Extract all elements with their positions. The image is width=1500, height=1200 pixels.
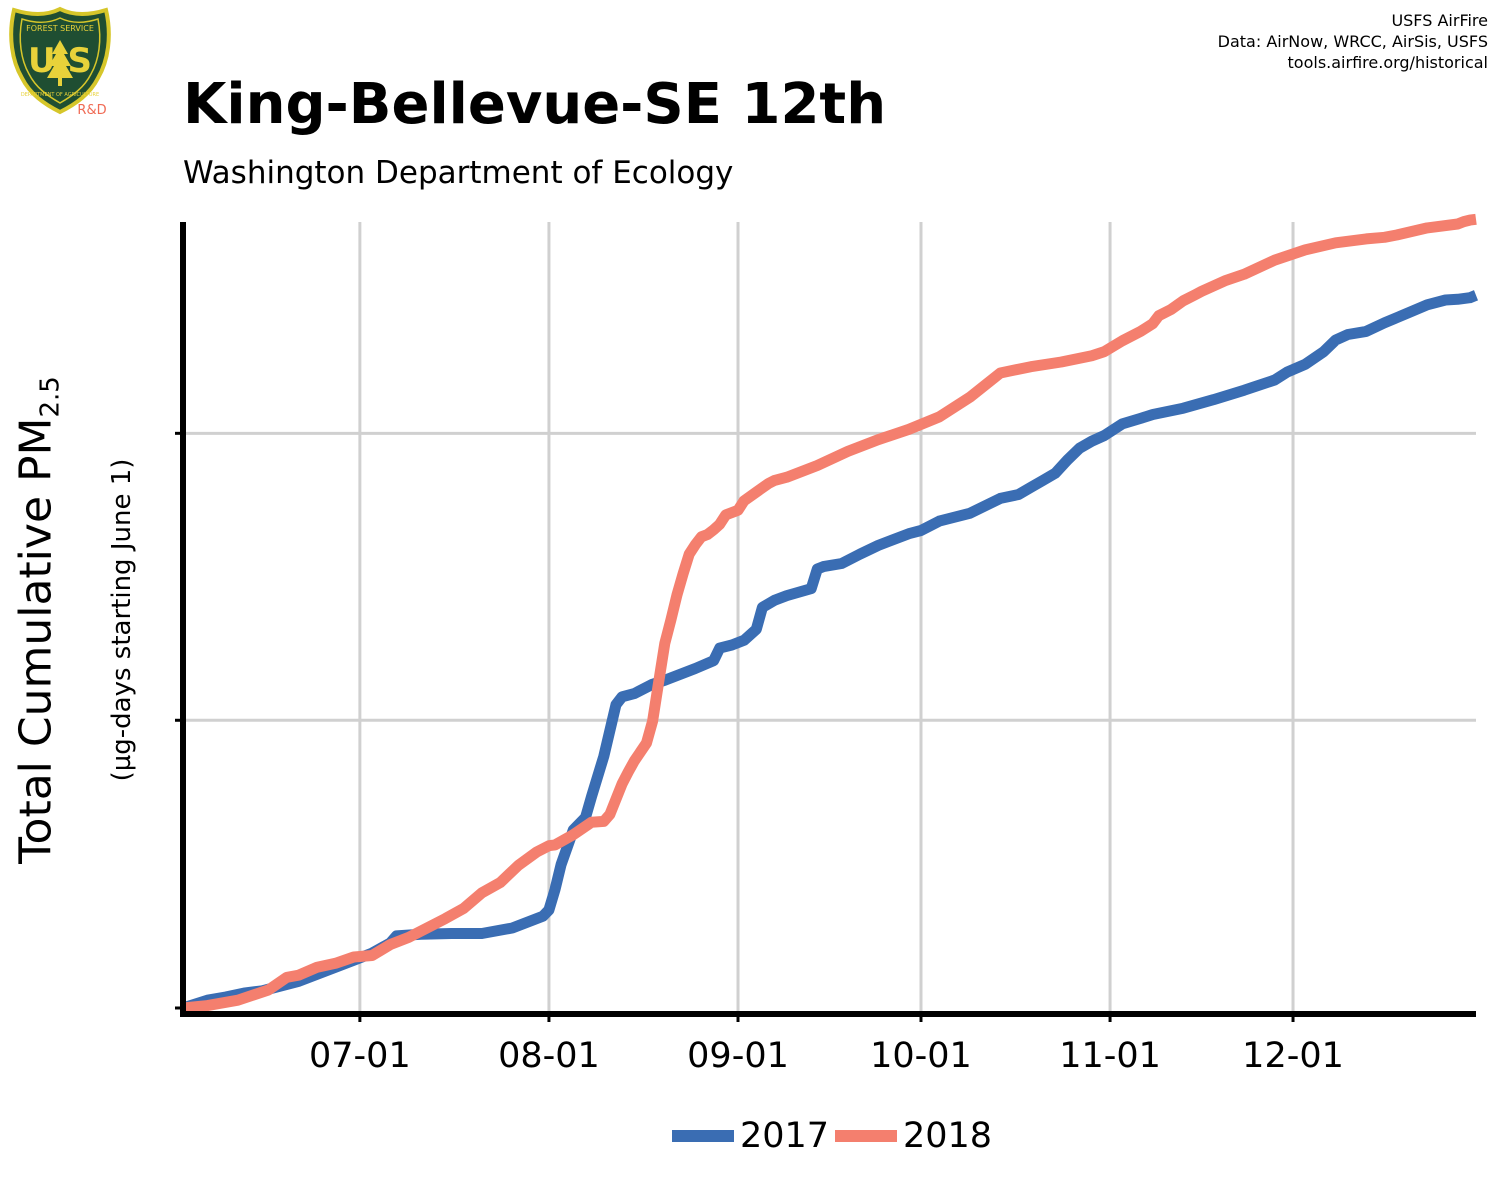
x-tick-label: 07-01 [309,1036,411,1076]
legend-swatch-2018 [835,1130,897,1142]
x-tick-label: 08-01 [498,1036,600,1076]
x-tick-label: 09-01 [687,1036,789,1076]
usda-forest-service-logo: U S FOREST SERVICE DEPARTMENT OF AGRICUL… [9,6,111,118]
credits: USFS AirFire Data: AirNow, WRCC, AirSis,… [1218,10,1488,73]
x-tick-label: 12-01 [1242,1036,1344,1076]
legend-label: 2018 [903,1116,993,1156]
legend-item-2017: 2017 [672,1112,829,1160]
logo-bottom-text: DEPARTMENT OF AGRICULTURE [21,92,99,98]
legend-swatch-2017 [672,1130,734,1142]
legend-item-2018: 2018 [835,1112,992,1160]
logo-inner-ring [19,17,101,104]
series-line-2018 [182,213,1477,1014]
legend-label: 2017 [740,1116,830,1156]
credit-line: tools.airfire.org/historical [1287,53,1488,72]
logo-top-text: FOREST SERVICE [26,24,94,33]
chart-subtitle: Washington Department of Ecology [183,155,734,191]
x-tick-label: 10-01 [870,1036,972,1076]
logo-badge: R&D [77,103,106,118]
series-line-2017 [181,290,1479,1014]
credit-line: USFS AirFire [1391,11,1488,30]
legend: 2017 2018 [0,1112,1500,1160]
x-tick-label: 11-01 [1059,1036,1161,1076]
credit-line: Data: AirNow, WRCC, AirSis, USFS [1217,32,1488,51]
tree-icon [47,40,73,86]
chart-title: King-Bellevue-SE 12th [183,72,887,137]
